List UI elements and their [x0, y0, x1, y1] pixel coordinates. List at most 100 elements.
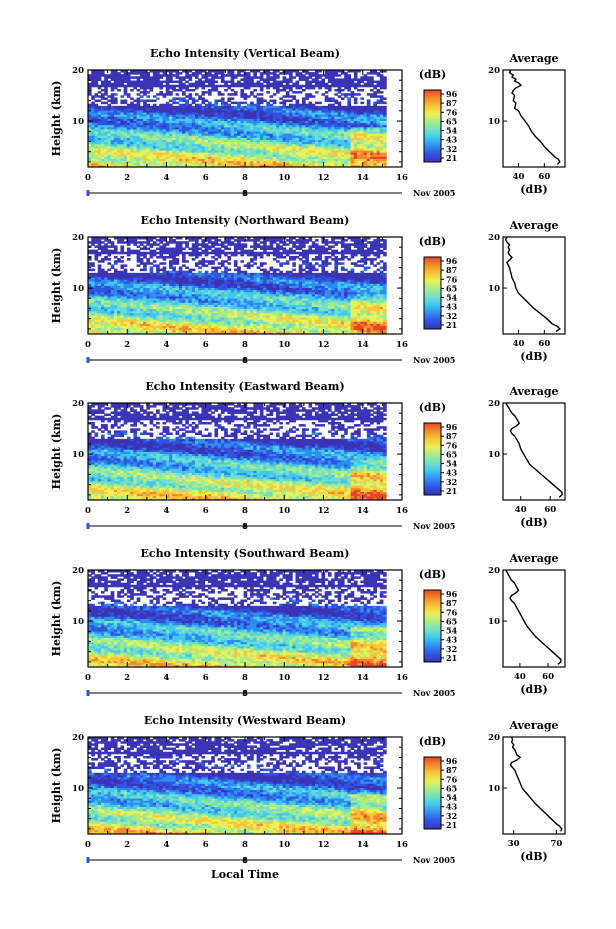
heat-cell	[126, 285, 131, 289]
heat-cell	[120, 152, 125, 155]
heat-cell	[295, 139, 300, 143]
heat-cell	[350, 133, 355, 136]
heat-cell	[360, 145, 364, 149]
heat-cell	[240, 91, 245, 94]
heat-cell	[146, 95, 150, 98]
heat-cell	[149, 327, 154, 331]
heat-cell	[282, 80, 287, 84]
heat-cell	[324, 129, 329, 132]
heat-cell	[211, 86, 215, 90]
heat-cell	[340, 124, 345, 128]
heat-cell	[263, 122, 267, 126]
heat-cell	[175, 145, 180, 149]
heat-cell	[182, 247, 186, 251]
heat-cell	[152, 158, 157, 162]
heat-cell	[331, 126, 335, 130]
heat-cell	[230, 150, 235, 153]
heat-cell	[373, 150, 377, 153]
heat-cell	[305, 154, 309, 157]
heat-cell	[185, 95, 189, 98]
heat-cell	[178, 266, 183, 270]
heat-cell	[178, 122, 183, 126]
heat-cell	[104, 114, 108, 117]
heat-cell	[201, 124, 206, 128]
heat-cell	[363, 145, 368, 149]
heat-cell	[250, 107, 254, 111]
heat-cell	[305, 135, 309, 138]
heat-cell	[91, 135, 95, 138]
heat-cell	[159, 237, 163, 240]
heat-cell	[100, 312, 105, 316]
heat-cell	[146, 293, 150, 297]
heat-cell	[311, 131, 316, 134]
heat-cell	[100, 300, 105, 303]
heat-cell	[198, 124, 202, 128]
heat-cell	[162, 162, 167, 166]
heat-cell	[195, 317, 199, 320]
heat-cell	[178, 251, 183, 255]
heat-cell	[133, 131, 138, 134]
heat-cell	[321, 156, 326, 159]
heat-cell	[104, 329, 108, 333]
heat-cell	[324, 133, 329, 136]
heat-cell	[230, 84, 235, 88]
heat-cell	[327, 124, 332, 128]
heat-cell	[224, 160, 228, 164]
heat-cell	[110, 131, 115, 134]
heat-cell	[97, 122, 102, 126]
heat-cell	[182, 107, 186, 111]
heat-cell	[91, 101, 95, 105]
heat-cell	[279, 148, 283, 151]
heat-cell	[353, 120, 358, 124]
heat-cell	[360, 162, 364, 166]
heat-cell	[230, 107, 235, 111]
heat-cell	[217, 162, 222, 166]
heat-cell	[165, 315, 170, 318]
heat-cell	[237, 114, 241, 117]
heat-cell	[97, 260, 102, 263]
heat-cell	[237, 80, 241, 84]
heat-cell	[133, 145, 138, 149]
heat-cell	[123, 285, 128, 289]
heat-cell	[204, 103, 209, 107]
heat-cell	[314, 116, 319, 119]
heat-cell	[207, 112, 212, 115]
heat-cell	[266, 150, 270, 153]
heat-cell	[207, 131, 212, 134]
heat-cell	[94, 110, 99, 113]
heat-cell	[237, 74, 241, 77]
heat-cell	[126, 308, 131, 312]
heat-cell	[139, 310, 144, 314]
heat-cell	[182, 296, 186, 299]
heat-cell	[126, 287, 131, 291]
heat-cell	[107, 312, 112, 316]
heat-cell	[139, 154, 144, 157]
heat-cell	[347, 105, 352, 109]
heat-cell	[178, 154, 183, 157]
heat-cell	[347, 78, 352, 81]
heat-cell	[188, 325, 193, 329]
heat-cell	[91, 293, 95, 297]
heat-cell	[295, 101, 300, 105]
heat-cell	[314, 72, 319, 75]
heat-cell	[146, 112, 150, 115]
heat-cell	[289, 114, 293, 117]
heat-cell	[149, 272, 154, 276]
heat-cell	[334, 120, 339, 124]
heat-cell	[263, 114, 267, 117]
heat-cell	[188, 103, 193, 107]
heat-cell	[175, 258, 180, 261]
x-tick-label: 12	[318, 173, 330, 183]
heat-cell	[139, 247, 144, 251]
heat-cell	[376, 118, 381, 122]
heat-cell	[120, 298, 125, 301]
heat-cell	[314, 122, 319, 126]
heat-cell	[201, 143, 206, 147]
heat-cell	[169, 103, 173, 107]
heat-cell	[198, 131, 202, 134]
heat-cell	[149, 237, 154, 240]
heat-cell	[191, 315, 196, 318]
heat-cell	[334, 122, 339, 126]
heat-cell	[162, 118, 167, 122]
heat-cell	[126, 241, 131, 244]
